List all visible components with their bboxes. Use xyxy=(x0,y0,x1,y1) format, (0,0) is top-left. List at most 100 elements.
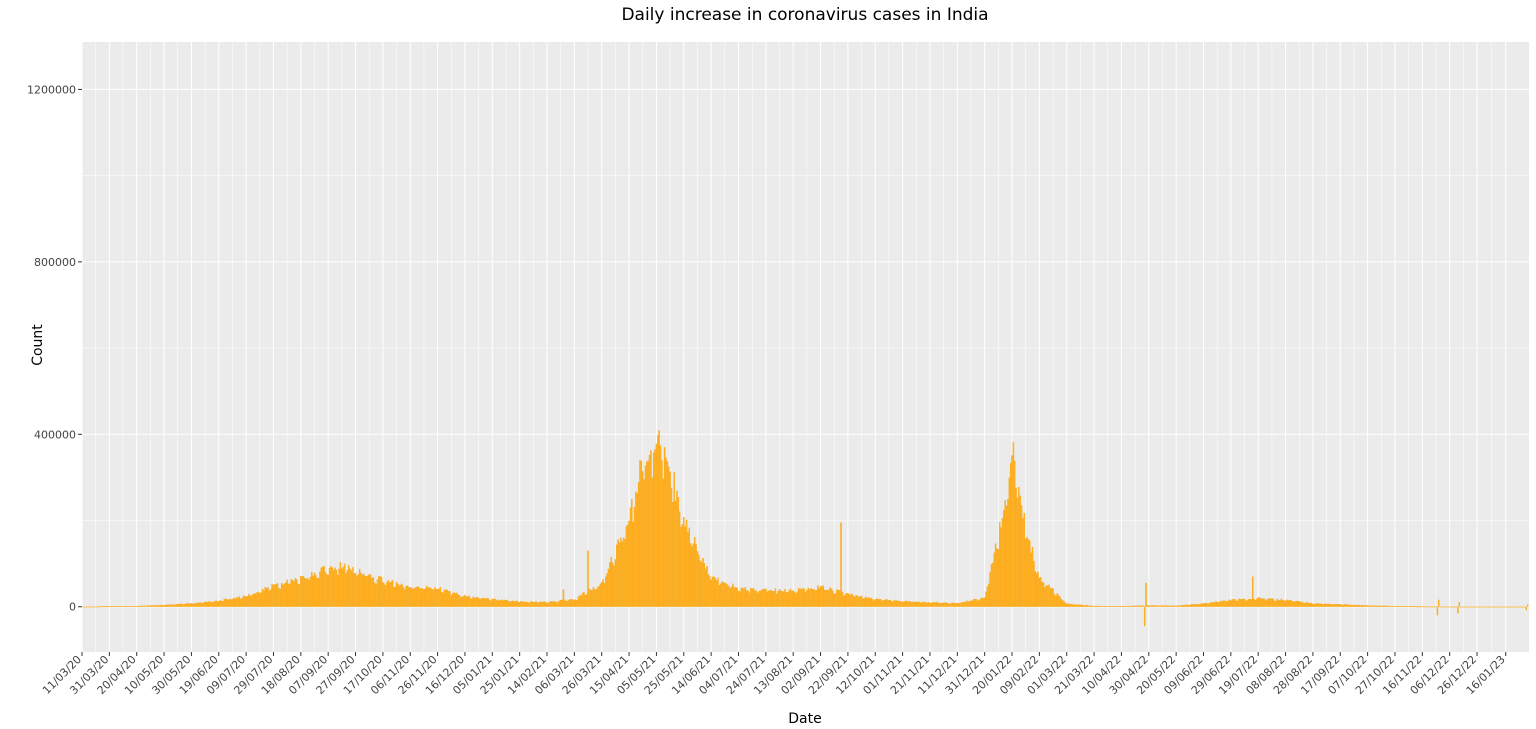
bar xyxy=(1184,604,1187,607)
bar xyxy=(620,537,622,607)
bar xyxy=(1063,601,1065,607)
bar xyxy=(1361,605,1363,607)
bar xyxy=(1157,605,1160,607)
bar xyxy=(802,588,804,607)
bar xyxy=(196,602,198,607)
bar xyxy=(520,601,522,607)
bar xyxy=(323,566,325,607)
bar xyxy=(926,602,928,607)
bar xyxy=(503,599,506,607)
bar xyxy=(761,589,763,607)
bar xyxy=(1113,606,1116,607)
bar xyxy=(1081,604,1083,607)
bar xyxy=(428,587,431,607)
bar xyxy=(1383,605,1385,607)
bar xyxy=(856,595,859,607)
bar xyxy=(216,601,219,607)
bar xyxy=(1276,598,1279,607)
bar xyxy=(684,526,686,607)
bar xyxy=(646,461,648,607)
bar xyxy=(1027,539,1030,607)
bar xyxy=(1217,602,1220,607)
bar xyxy=(271,584,273,607)
bar xyxy=(747,590,749,607)
bar xyxy=(1474,606,1477,608)
bar xyxy=(1060,598,1062,607)
bar xyxy=(197,602,199,607)
bar xyxy=(1339,604,1341,607)
bar xyxy=(812,589,815,607)
bar xyxy=(1294,601,1296,607)
bar xyxy=(934,602,937,607)
bar xyxy=(1096,605,1098,607)
bar xyxy=(814,590,816,607)
bar xyxy=(1431,606,1433,608)
bar xyxy=(1234,599,1236,607)
bar xyxy=(301,576,303,607)
bar xyxy=(476,596,478,607)
bar xyxy=(964,601,967,607)
bar xyxy=(1450,606,1452,608)
bar xyxy=(1171,605,1173,607)
bar xyxy=(1168,605,1171,607)
bar xyxy=(1463,606,1466,608)
bar xyxy=(1078,604,1080,607)
bar xyxy=(1089,605,1091,607)
bar xyxy=(1403,606,1406,607)
bar xyxy=(1061,600,1064,607)
bar xyxy=(1232,599,1235,607)
bar xyxy=(417,586,420,607)
bar xyxy=(208,601,210,607)
bar xyxy=(278,588,280,607)
bar xyxy=(994,543,997,607)
bar xyxy=(922,601,924,607)
bar xyxy=(1370,605,1373,607)
bar xyxy=(993,552,995,607)
bar xyxy=(1481,606,1484,608)
bar xyxy=(1035,573,1038,607)
bar xyxy=(1275,600,1277,607)
bar xyxy=(177,604,179,607)
bar xyxy=(427,587,429,607)
bar xyxy=(989,572,991,607)
bar xyxy=(1299,602,1302,607)
bar xyxy=(518,602,521,607)
bar xyxy=(1487,606,1489,608)
bar xyxy=(1513,606,1515,608)
bar xyxy=(298,584,301,607)
bar xyxy=(637,482,640,607)
bar xyxy=(405,586,407,607)
bar xyxy=(1401,606,1403,607)
bar xyxy=(1053,594,1056,607)
bar xyxy=(1040,577,1042,607)
bar xyxy=(569,599,571,607)
bar xyxy=(157,605,160,607)
bar xyxy=(1243,598,1246,607)
bar xyxy=(609,562,611,607)
bar xyxy=(1045,585,1047,607)
bar xyxy=(1212,602,1214,607)
bar xyxy=(1154,605,1157,607)
bar xyxy=(369,574,372,607)
bar xyxy=(311,571,313,607)
bar xyxy=(1428,606,1430,608)
bar xyxy=(1205,603,1207,607)
bar xyxy=(142,605,145,607)
bar xyxy=(1407,606,1410,607)
bar xyxy=(443,589,446,607)
bar xyxy=(1000,527,1002,607)
bar xyxy=(1187,604,1190,607)
bar xyxy=(915,601,918,607)
bar xyxy=(1085,605,1087,607)
bar xyxy=(1338,604,1340,607)
bar xyxy=(1269,598,1272,607)
bar xyxy=(170,604,172,607)
bar xyxy=(127,606,130,607)
bar xyxy=(1387,605,1389,607)
bar xyxy=(151,605,153,607)
bar xyxy=(387,580,390,607)
bar xyxy=(737,590,740,607)
bar xyxy=(506,600,509,607)
bar xyxy=(1264,599,1266,607)
bar xyxy=(559,600,562,607)
